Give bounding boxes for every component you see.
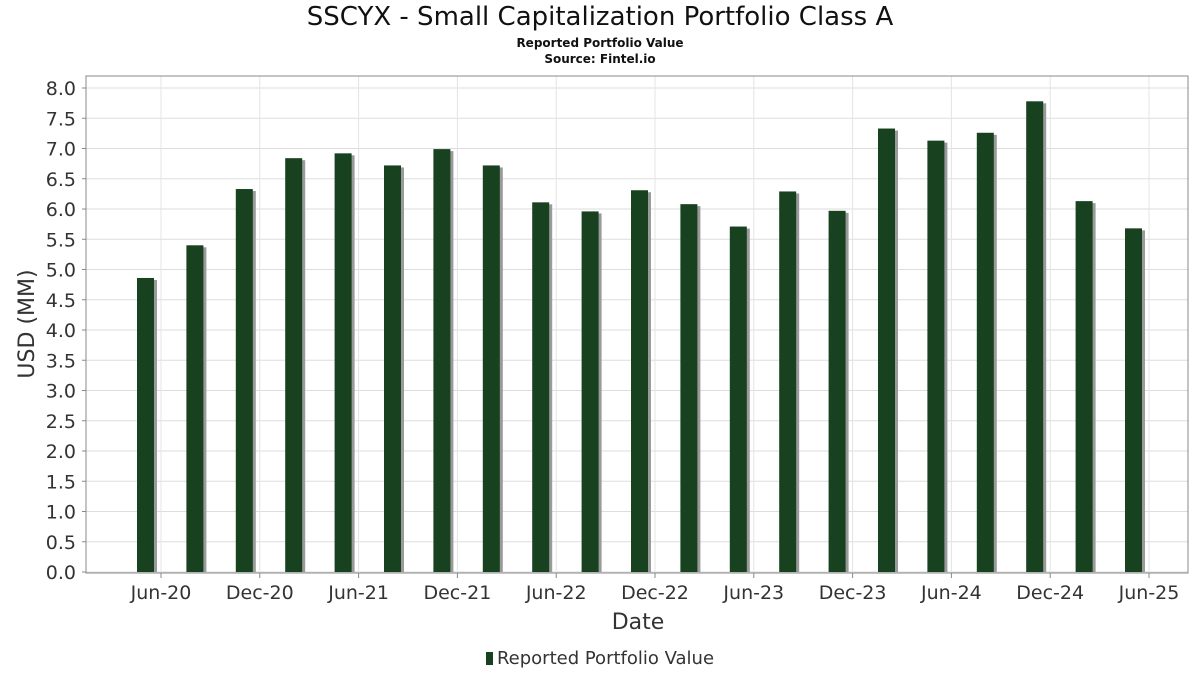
y-tick-label: 1.5 [46,471,76,493]
bar [631,190,648,572]
bar [680,204,698,572]
bar [976,132,994,572]
y-tick-label: 4.5 [46,290,76,312]
y-tick-label: 3.0 [46,381,76,403]
y-tick-label: 1.0 [46,502,76,524]
bar [384,165,401,572]
chart-subtitle: Reported Portfolio Value [516,36,684,50]
y-tick-label: 3.5 [46,350,76,372]
bar [433,149,451,573]
y-tick-label: 0.0 [46,562,76,584]
y-tick-label: 4.0 [46,320,76,342]
plot-frame [85,75,1189,574]
y-tick-label: 2.5 [46,411,76,433]
y-tick-label: 5.5 [46,229,76,251]
y-tick-label: 6.5 [46,169,76,191]
legend: Reported Portfolio Value [0,648,1200,669]
bar [235,189,253,572]
bar [828,210,846,572]
y-tick-label: 6.0 [46,199,76,221]
x-axis-ticks: Jun-20 Dec-20 Jun-21 Dec-21 Jun-22 Dec-22 Jun-… [130,573,1180,604]
bar [581,211,599,573]
chart-source: Source: Fintel.io [544,52,656,66]
x-tick-label: Dec-20 [226,582,294,604]
y-tick-label: 8.0 [46,78,76,100]
bar [532,202,550,572]
bar [482,165,500,572]
bar [137,277,154,572]
bar [927,140,945,572]
bar [878,128,895,572]
x-axis-label: Date [612,610,665,635]
x-tick-label: Dec-23 [819,582,887,604]
bar [1125,228,1142,573]
x-tick-label: Dec-22 [621,582,689,604]
y-tick-label: 7.0 [46,139,76,161]
y-tick-label: 5.0 [46,260,76,282]
y-tick-label: 0.5 [46,532,76,554]
x-tick-label: Jun-24 [920,582,982,604]
x-tick-label: Jun-20 [130,582,192,604]
x-tick-label: Jun-25 [1118,582,1180,604]
x-tick-label: Jun-22 [525,582,587,604]
bar [1075,201,1093,572]
bar [334,153,352,572]
x-tick-label: Jun-21 [327,582,389,604]
y-tick-label: 7.5 [46,108,76,130]
y-axis-ticks: 0.0 0.5 1.0 1.5 2.0 2.5 3.0 3.5 4.0 4.5 5.0 5.5 6.0 6… [46,78,86,584]
bar [729,226,747,573]
bar [1026,101,1044,572]
legend-label: Reported Portfolio Value [496,648,715,669]
y-axis-label: USD (MM) [15,269,40,378]
legend-swatch [485,652,493,665]
y-tick-label: 2.0 [46,441,76,463]
bar [779,191,797,572]
bar [285,158,303,572]
x-tick-label: Dec-24 [1016,582,1084,604]
chart-title: SSCYX - Small Capitalization Portfolio C… [306,2,894,32]
x-tick-label: Dec-21 [423,582,491,604]
bar [186,245,204,573]
x-tick-label: Jun-23 [722,582,784,604]
bars [137,101,1145,573]
